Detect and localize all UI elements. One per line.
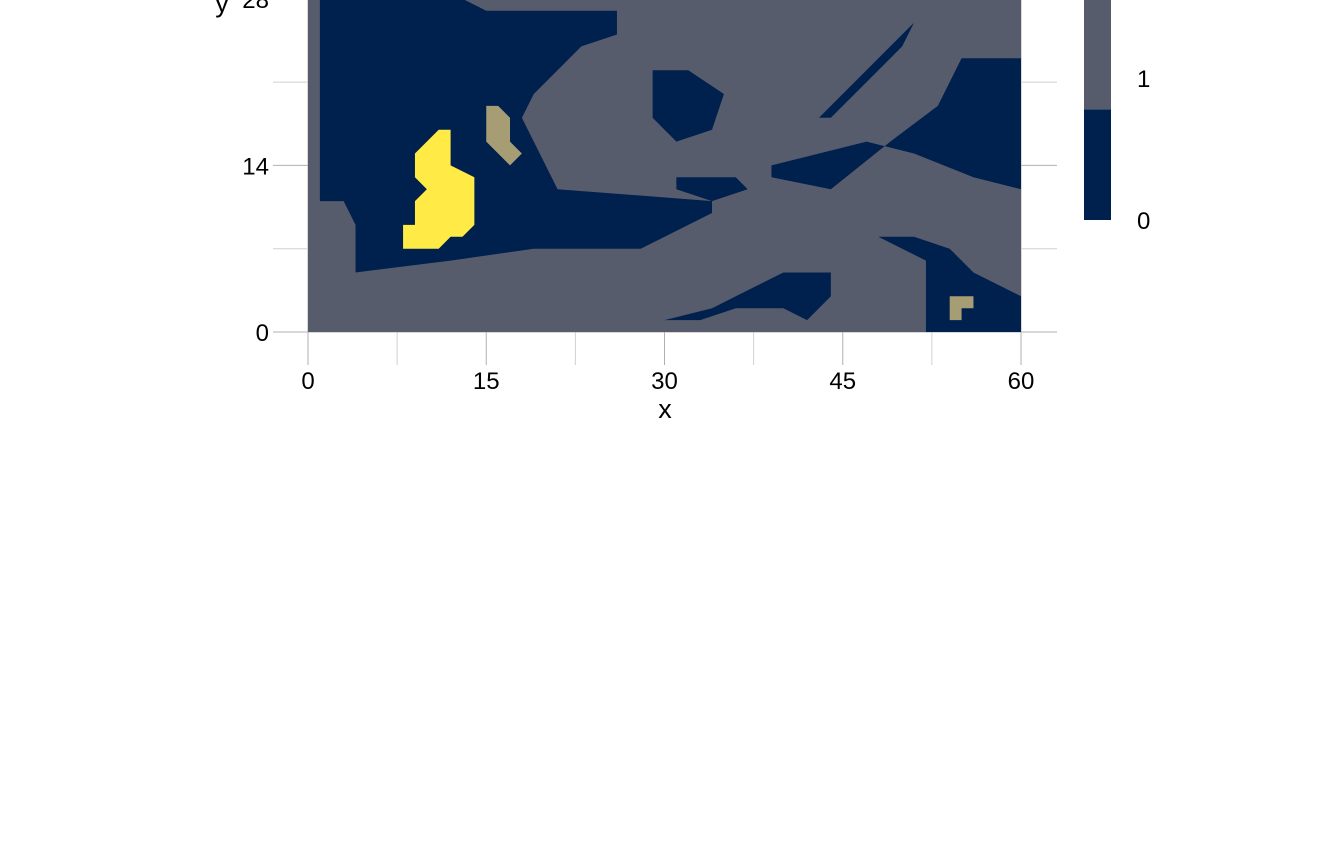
axes: 0 15 30 45 60 0 14 28 [242,0,1034,395]
y-tick-label: 0 [256,320,269,347]
x-axis-title: x [658,394,672,424]
heatmap-region-2 [949,296,974,321]
y-axis-title: y [215,0,229,18]
y-tick-label: 28 [242,0,269,14]
heatmap-region-0 [664,272,831,321]
heatmap-region-2 [486,105,522,166]
colorbar-band [1084,0,1111,110]
x-tick-label: 45 [829,368,856,395]
colorbar-band [1084,109,1111,220]
colorbar: 01 [1084,0,1150,235]
heatmap-region-0 [652,70,724,142]
x-tick-label: 0 [301,368,314,395]
y-tick-label: 14 [242,153,269,180]
x-tick-label: 30 [651,368,678,395]
colorbar-label: 1 [1137,66,1150,93]
heatmap-region-0 [878,236,1021,332]
x-tick-label: 60 [1008,368,1035,395]
heatmap-cells [308,0,1021,332]
colorbar-label: 0 [1137,208,1150,235]
x-tick-label: 15 [473,368,500,395]
heatmap-region-3 [403,129,475,249]
heatmap-region-0 [676,177,748,202]
heatmap-region-0 [771,58,1021,190]
heatmap-regions [319,0,1021,332]
